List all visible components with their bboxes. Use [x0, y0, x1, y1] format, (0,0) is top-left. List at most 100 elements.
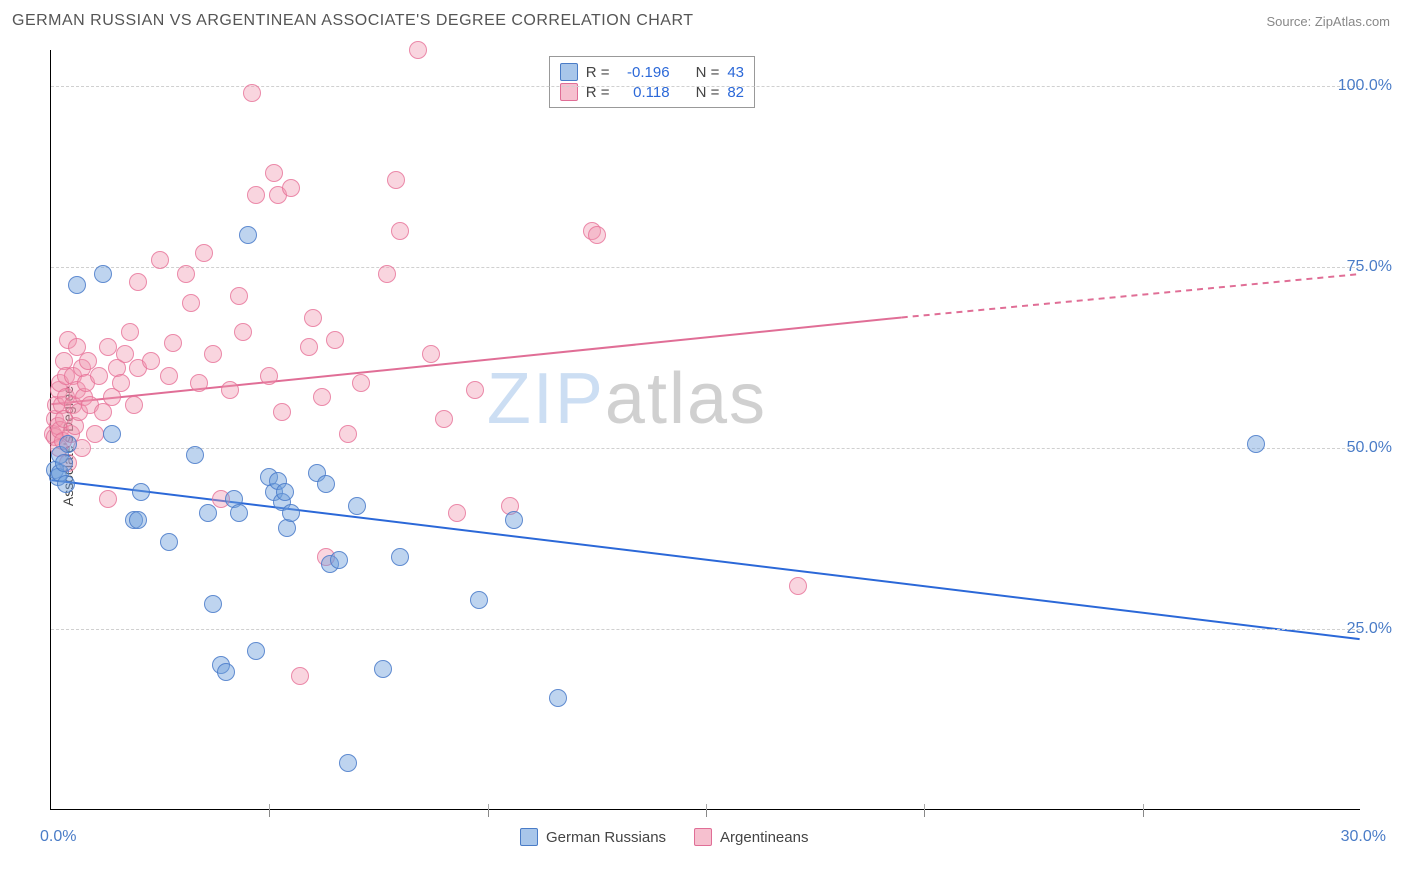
data-point-argentinean — [466, 381, 484, 399]
data-point-german-russian — [103, 425, 121, 443]
data-point-german-russian — [317, 475, 335, 493]
data-point-german-russian — [129, 511, 147, 529]
y-tick-label: 100.0% — [1338, 77, 1392, 95]
data-point-german-russian — [282, 504, 300, 522]
data-point-argentinean — [230, 287, 248, 305]
stats-row: R = -0.196 N = 43 — [560, 63, 744, 81]
data-point-argentinean — [99, 338, 117, 356]
data-point-argentinean — [409, 41, 427, 59]
data-point-argentinean — [273, 403, 291, 421]
legend-swatch — [520, 828, 538, 846]
x-minor-tick — [924, 809, 925, 817]
legend-swatch — [560, 63, 578, 81]
data-point-argentinean — [90, 367, 108, 385]
data-point-argentinean — [164, 334, 182, 352]
data-point-argentinean — [190, 374, 208, 392]
gridline-horizontal — [51, 629, 1360, 630]
y-tick-label: 75.0% — [1347, 258, 1392, 276]
data-point-argentinean — [234, 323, 252, 341]
stat-r-value: -0.196 — [618, 64, 670, 81]
gridline-vertical — [924, 804, 925, 810]
legend-swatch — [694, 828, 712, 846]
data-point-german-russian — [204, 595, 222, 613]
data-point-argentinean — [588, 226, 606, 244]
data-point-argentinean — [151, 251, 169, 269]
data-point-argentinean — [112, 374, 130, 392]
data-point-german-russian — [549, 689, 567, 707]
data-point-argentinean — [387, 171, 405, 189]
gridline-vertical — [706, 804, 707, 810]
data-point-german-russian — [505, 511, 523, 529]
data-point-german-russian — [132, 483, 150, 501]
gridline-vertical — [488, 804, 489, 810]
data-point-german-russian — [230, 504, 248, 522]
data-point-argentinean — [86, 425, 104, 443]
legend-item: Argentineans — [694, 828, 808, 846]
data-point-argentinean — [221, 381, 239, 399]
chart-title: GERMAN RUSSIAN VS ARGENTINEAN ASSOCIATE'… — [12, 12, 694, 30]
data-point-argentinean — [160, 367, 178, 385]
data-point-argentinean — [378, 265, 396, 283]
data-point-german-russian — [339, 754, 357, 772]
stats-box: R =-0.196N =43R =0.118N =82 — [549, 56, 755, 108]
data-point-german-russian — [1247, 435, 1265, 453]
trend-line — [51, 480, 1359, 639]
stat-r-label: R = — [586, 64, 610, 81]
data-point-argentinean — [291, 667, 309, 685]
data-point-german-russian — [470, 591, 488, 609]
data-point-argentinean — [304, 309, 322, 327]
stat-n-label: N = — [696, 64, 720, 81]
data-point-german-russian — [217, 663, 235, 681]
data-point-argentinean — [282, 179, 300, 197]
trend-line — [902, 274, 1360, 317]
data-point-argentinean — [116, 345, 134, 363]
data-point-german-russian — [199, 504, 217, 522]
data-point-german-russian — [55, 454, 73, 472]
legend-item: German Russians — [520, 828, 666, 846]
data-point-argentinean — [326, 331, 344, 349]
data-point-argentinean — [448, 504, 466, 522]
data-point-argentinean — [125, 396, 143, 414]
data-point-german-russian — [391, 548, 409, 566]
header: GERMAN RUSSIAN VS ARGENTINEAN ASSOCIATE'… — [0, 0, 1406, 42]
data-point-argentinean — [391, 222, 409, 240]
y-tick-label: 50.0% — [1347, 439, 1392, 457]
data-point-argentinean — [300, 338, 318, 356]
x-minor-tick — [706, 809, 707, 817]
watermark: ZIPatlas — [487, 358, 767, 440]
data-point-argentinean — [339, 425, 357, 443]
x-minor-tick — [488, 809, 489, 817]
gridline-horizontal — [51, 267, 1360, 268]
gridline-vertical — [269, 804, 270, 810]
x-tick-label: 0.0% — [40, 828, 76, 846]
data-point-argentinean — [204, 345, 222, 363]
watermark-part1: ZIP — [487, 359, 605, 439]
data-point-german-russian — [186, 446, 204, 464]
data-point-argentinean — [789, 577, 807, 595]
data-point-argentinean — [177, 265, 195, 283]
data-point-argentinean — [99, 490, 117, 508]
x-minor-tick — [269, 809, 270, 817]
data-point-argentinean — [243, 84, 261, 102]
data-point-german-russian — [57, 475, 75, 493]
legend-label: German Russians — [546, 829, 666, 846]
data-point-german-russian — [59, 435, 77, 453]
data-point-german-russian — [68, 276, 86, 294]
data-point-argentinean — [142, 352, 160, 370]
data-point-argentinean — [121, 323, 139, 341]
data-point-german-russian — [374, 660, 392, 678]
data-point-argentinean — [313, 388, 331, 406]
data-point-argentinean — [182, 294, 200, 312]
data-point-german-russian — [160, 533, 178, 551]
gridline-vertical — [1143, 804, 1144, 810]
data-point-german-russian — [276, 483, 294, 501]
source-attribution: Source: ZipAtlas.com — [1266, 14, 1390, 29]
data-point-argentinean — [265, 164, 283, 182]
watermark-part2: atlas — [605, 359, 767, 439]
data-point-argentinean — [247, 186, 265, 204]
stat-n-value: 43 — [727, 64, 744, 81]
data-point-german-russian — [348, 497, 366, 515]
data-point-argentinean — [260, 367, 278, 385]
plot-area: ZIPatlas R =-0.196N =43R =0.118N =82 — [50, 50, 1360, 810]
x-minor-tick — [1143, 809, 1144, 817]
